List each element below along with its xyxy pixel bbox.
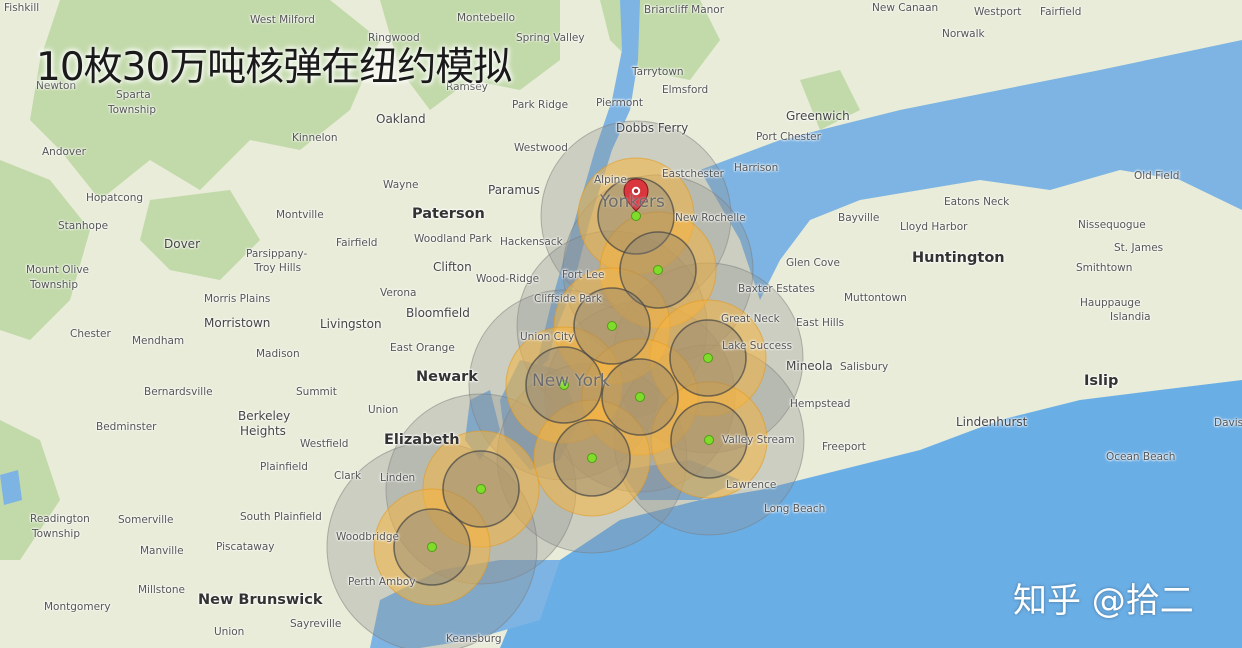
long-island-sound [700, 40, 1242, 300]
ground-zero-queens-north[interactable] [703, 353, 713, 363]
map-pin-icon[interactable] [623, 178, 649, 212]
ground-zero-queens[interactable] [635, 392, 645, 402]
reservoir [0, 470, 22, 505]
ground-zero-linden[interactable] [476, 484, 486, 494]
atlantic-ocean [500, 380, 1242, 648]
forest-areas [0, 0, 860, 560]
zhihu-watermark: 知乎 @拾二 [1013, 581, 1194, 621]
ground-zero-perth-amboy[interactable] [427, 542, 437, 552]
ground-zero-manhattan-north[interactable] [607, 321, 617, 331]
map-title: 10枚30万吨核弹在纽约模拟 [36, 45, 512, 90]
ground-zero-valley-stream[interactable] [704, 435, 714, 445]
ground-zero-manhattan[interactable] [559, 380, 569, 390]
ground-zero-bronx[interactable] [653, 265, 663, 275]
ground-zero-dots [427, 211, 714, 552]
ground-zero-yonkers[interactable] [631, 211, 641, 221]
ground-zero-brooklyn[interactable] [587, 453, 597, 463]
